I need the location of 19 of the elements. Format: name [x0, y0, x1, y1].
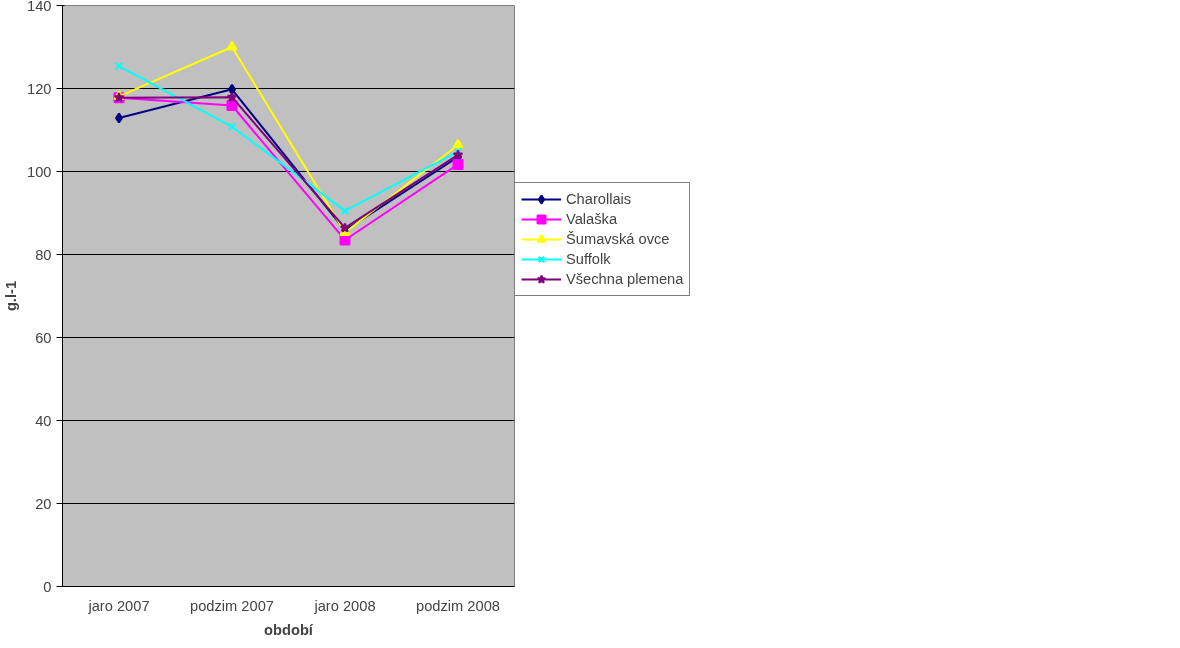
y-tick-label: 40 [35, 412, 52, 429]
y-tick-label: 140 [27, 0, 52, 14]
legend-label: Suffolk [566, 251, 611, 267]
legend-label: Šumavská ovce [566, 231, 670, 247]
y-tick-label: 80 [35, 246, 52, 263]
x-tick-label: jaro 2007 [87, 597, 150, 614]
x-axis-title: období [264, 621, 314, 638]
y-tick-label: 0 [43, 578, 52, 595]
x-tick-label: jaro 2008 [313, 597, 376, 614]
y-tick-label: 100 [27, 163, 52, 180]
y-axis-title: g.l-1 [3, 280, 20, 312]
y-tick-label: 20 [35, 495, 52, 512]
legend-label: Charollais [566, 191, 632, 207]
legend-label: Všechna plemena [566, 271, 684, 287]
x-tick-label: podzim 2008 [416, 597, 500, 614]
legend-label: Valaška [566, 211, 618, 227]
y-tick-label: 60 [35, 329, 52, 346]
y-tick-label: 120 [27, 80, 52, 97]
x-tick-label: podzim 2007 [190, 597, 274, 614]
